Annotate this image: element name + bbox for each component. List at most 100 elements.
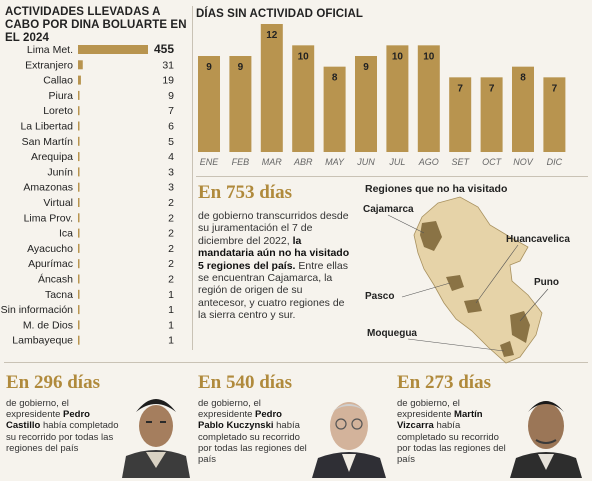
hbar-value-label: 7	[168, 105, 174, 117]
vbar-category-label: ABR	[293, 157, 313, 167]
hbar-bar	[78, 289, 80, 299]
vbar-category-label: SET	[451, 157, 470, 167]
right-chart-title: DÍAS SIN ACTIVIDAD OFICIAL	[196, 8, 364, 20]
map-label-huancavelica: Huancavelica	[506, 234, 570, 245]
hbar-value-label: 9	[168, 90, 174, 102]
vbar-value-label: 7	[457, 83, 463, 94]
hbar-bar	[78, 305, 80, 315]
hbar-bar	[78, 90, 80, 100]
hbar-category-label: Amazonas	[23, 182, 73, 194]
vbar-category-label: NOV	[513, 157, 534, 167]
vbar-bar	[386, 45, 409, 152]
hbar-value-label: 3	[168, 182, 174, 194]
hbar-value-label: 2	[168, 258, 174, 270]
hbar-category-label: Lima Prov.	[24, 212, 73, 224]
vbar-category-label: DIC	[547, 157, 563, 167]
hbar-category-label: Arequipa	[31, 151, 73, 163]
hbar-value-label: 6	[168, 121, 174, 133]
hbar-value-label: 1	[168, 319, 174, 331]
hbar-bar	[78, 45, 148, 54]
hbar-value-label: 4	[168, 151, 174, 163]
vbar-category-label: ENE	[200, 157, 220, 167]
vbar-bar	[260, 24, 283, 152]
vbar-category-label: AGO	[418, 157, 439, 167]
region-huancavelica	[464, 299, 482, 313]
hbar-bar	[78, 228, 80, 238]
hbar-category-label: Loreto	[43, 105, 73, 117]
hbar-bar	[78, 75, 81, 85]
hbar-bar	[78, 259, 80, 269]
hbar-value-label: 1	[168, 304, 174, 316]
vbar-bar	[417, 45, 440, 152]
hbar-bar	[78, 152, 80, 162]
hbar-value-label: 2	[168, 197, 174, 209]
hbar-value-label: 5	[168, 136, 174, 148]
hbar-bar	[78, 60, 83, 70]
hbar-bar	[78, 167, 80, 177]
hbar-bar	[78, 121, 80, 131]
map-label-cajamarca: Cajamarca	[363, 204, 414, 215]
vbar-value-label: 7	[552, 83, 558, 94]
left-chart-title: ACTIVIDADES LLEVADAS A CABO POR DINA BOL…	[5, 6, 187, 44]
hbar-category-label: Apurímac	[28, 258, 73, 270]
map-title: Regiones que no ha visitado	[365, 183, 508, 195]
vbar-bar	[229, 56, 252, 152]
vbar-category-label: MAY	[325, 157, 345, 167]
vbar-bar	[355, 56, 377, 152]
hbar-value-label: 1	[168, 289, 174, 301]
vizcarra-days-heading: En 273 días	[397, 372, 491, 393]
hbar-value-label: 31	[162, 59, 174, 71]
vbar-category-label: OCT	[482, 157, 503, 167]
map-label-moquegua: Moquegua	[367, 328, 417, 339]
hbar-category-label: Lima Met.	[27, 44, 73, 56]
map-label-pasco: Pasco	[365, 291, 395, 302]
hbar-category-label: Sin información	[1, 304, 74, 316]
kuczynski-portrait	[312, 402, 386, 478]
vbar-value-label: 12	[266, 30, 278, 41]
region-puno	[510, 311, 530, 343]
vbar-bar	[292, 45, 315, 152]
castillo-text: de gobierno, el expresidente Pedro Casti…	[6, 398, 119, 454]
vbar-value-label: 9	[363, 62, 369, 73]
hbar-category-label: Junín	[47, 166, 73, 178]
hbar-category-label: Ica	[59, 228, 73, 240]
vbar-bar	[323, 66, 346, 152]
hbar-category-label: La Libertad	[20, 121, 73, 133]
vbar-value-label: 9	[238, 62, 244, 73]
vbar-value-label: 10	[423, 51, 435, 62]
divider-horizontal-bottom	[4, 362, 588, 363]
hbar-bar	[78, 182, 80, 192]
hbar-value-label: 2	[168, 274, 174, 286]
region-cajamarca	[420, 221, 442, 251]
hbar-category-label: Tacna	[45, 289, 73, 301]
divider-vertical	[192, 6, 193, 350]
vbar-value-label: 10	[298, 51, 310, 62]
hbar-value-label: 2	[168, 228, 174, 240]
boluarte-days-heading: En 753 días	[198, 182, 292, 203]
castillo-days-heading: En 296 días	[6, 372, 100, 393]
kuczynski-days-heading: En 540 días	[198, 372, 292, 393]
boluarte-text: de gobierno transcurridos desde su juram…	[198, 210, 350, 322]
vbar-bar	[198, 56, 220, 152]
vbar-category-label: JUL	[388, 157, 405, 167]
hbar-bar	[78, 335, 80, 345]
kuczynski-text: de gobierno, el expresidente Pedro Pablo…	[198, 398, 307, 466]
hbar-category-label: M. de Dios	[23, 319, 73, 331]
hbar-bar	[78, 320, 80, 330]
hbar-value-label: 2	[168, 243, 174, 255]
hbar-category-label: Áncash	[38, 273, 73, 286]
vbar-category-label: JUN	[356, 157, 375, 167]
vbar-value-label: 7	[489, 83, 495, 94]
peru-map	[387, 196, 549, 364]
vbar-bar	[512, 66, 534, 152]
hbar-category-label: Ayacucho	[27, 243, 73, 255]
region-moquegua	[500, 341, 514, 357]
hbar-value-label: 3	[168, 166, 174, 178]
hbar-category-label: Virtual	[43, 197, 73, 209]
hbar-bar	[78, 213, 80, 223]
vbar-bar	[543, 77, 566, 152]
hbar-value-label: 19	[162, 75, 174, 87]
vbar-value-label: 8	[332, 73, 338, 84]
hbar-value-label: 1	[168, 335, 174, 347]
